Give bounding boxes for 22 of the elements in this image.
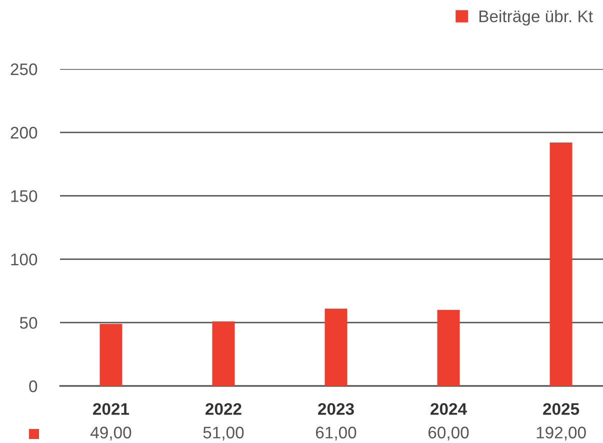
data-label: 51,00 — [203, 426, 244, 440]
x-tick-label: 2021 — [93, 403, 130, 415]
legend-label: Beiträge übr. Kt — [479, 10, 593, 26]
data-label: 61,00 — [316, 426, 356, 440]
y-tick-label: 50 — [20, 317, 38, 329]
y-tick-label: 250 — [10, 63, 38, 76]
bar — [212, 321, 235, 386]
x-tick-label: 2025 — [543, 403, 580, 415]
x-tick-label: 2024 — [430, 403, 467, 415]
data-label: 49,00 — [90, 426, 132, 440]
bar — [324, 308, 348, 386]
x-tick-label: 2023 — [318, 403, 354, 415]
x-tick-label: 2022 — [206, 403, 242, 415]
bar — [100, 324, 122, 386]
y-tick-label: 200 — [10, 126, 38, 139]
y-tick-label: 0 — [29, 380, 38, 392]
y-tick-label: 100 — [11, 254, 38, 266]
bar — [550, 142, 572, 386]
data-label: 192,00 — [536, 426, 586, 440]
y-tick-label: 150 — [11, 190, 38, 202]
data-label: 60,00 — [428, 426, 469, 440]
bar — [437, 310, 460, 386]
